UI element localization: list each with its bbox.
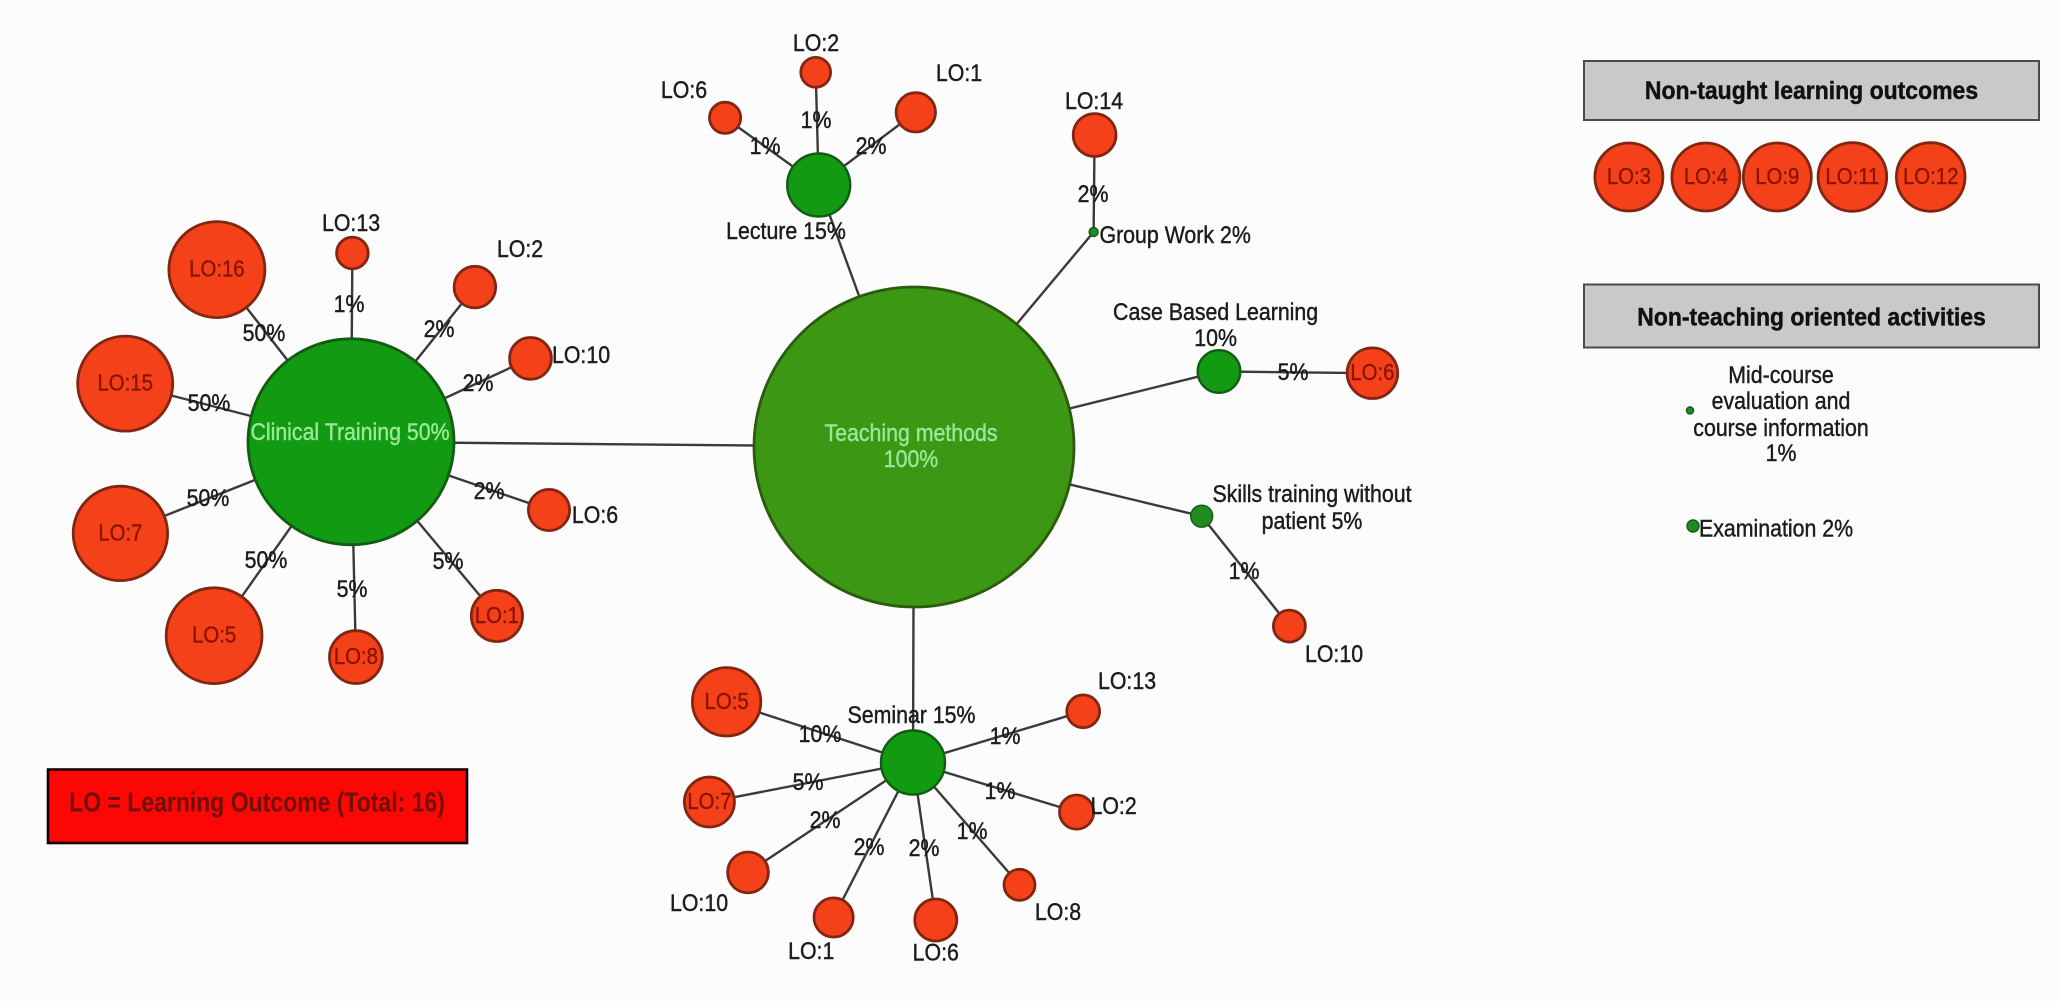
svg-text:1%: 1% bbox=[1766, 439, 1797, 467]
svg-text:50%: 50% bbox=[245, 546, 288, 574]
svg-text:Examination 2%: Examination 2% bbox=[1699, 514, 1853, 542]
svg-text:LO:10: LO:10 bbox=[552, 341, 610, 369]
svg-text:Non-taught learning outcomes: Non-taught learning outcomes bbox=[1645, 77, 1978, 105]
svg-text:Seminar 15%: Seminar 15% bbox=[847, 701, 975, 729]
svg-text:1%: 1% bbox=[750, 132, 781, 160]
svg-text:LO:14: LO:14 bbox=[1065, 87, 1123, 115]
svg-text:Skills training without: Skills training without bbox=[1212, 480, 1412, 508]
svg-text:LO:15: LO:15 bbox=[97, 369, 152, 396]
svg-text:Non-teaching oriented activiti: Non-teaching oriented activities bbox=[1637, 304, 1986, 332]
svg-text:LO:5: LO:5 bbox=[705, 688, 749, 715]
svg-text:2%: 2% bbox=[856, 132, 887, 160]
svg-text:Lecture 15%: Lecture 15% bbox=[726, 217, 846, 245]
svg-text:patient 5%: patient 5% bbox=[1262, 507, 1363, 535]
svg-text:LO:13: LO:13 bbox=[1098, 667, 1156, 695]
svg-text:LO:5: LO:5 bbox=[192, 621, 236, 648]
svg-text:LO:1: LO:1 bbox=[936, 59, 982, 87]
svg-text:2%: 2% bbox=[854, 833, 885, 861]
svg-text:2%: 2% bbox=[463, 369, 494, 397]
svg-text:5%: 5% bbox=[793, 768, 824, 796]
svg-text:Teaching methods: Teaching methods bbox=[824, 419, 997, 447]
svg-text:LO:10: LO:10 bbox=[1305, 640, 1363, 668]
svg-text:LO:6: LO:6 bbox=[572, 501, 618, 529]
svg-text:LO:9: LO:9 bbox=[1755, 163, 1799, 190]
svg-text:LO:6: LO:6 bbox=[913, 938, 959, 966]
svg-text:course information: course information bbox=[1693, 414, 1868, 442]
svg-text:Group Work 2%: Group Work 2% bbox=[1100, 221, 1251, 249]
svg-text:LO:1: LO:1 bbox=[788, 937, 834, 965]
svg-text:evaluation and: evaluation and bbox=[1712, 387, 1851, 415]
svg-text:2%: 2% bbox=[424, 315, 455, 343]
svg-text:2%: 2% bbox=[1078, 180, 1109, 208]
svg-text:10%: 10% bbox=[799, 720, 842, 748]
svg-text:1%: 1% bbox=[985, 777, 1016, 805]
svg-text:LO:13: LO:13 bbox=[322, 209, 380, 237]
svg-text:LO:8: LO:8 bbox=[334, 643, 378, 670]
svg-text:1%: 1% bbox=[1229, 557, 1260, 585]
svg-text:LO:6: LO:6 bbox=[1350, 359, 1394, 386]
svg-text:Mid-course: Mid-course bbox=[1728, 361, 1833, 389]
svg-text:50%: 50% bbox=[243, 319, 286, 347]
svg-text:100%: 100% bbox=[884, 445, 939, 473]
svg-text:LO:7: LO:7 bbox=[687, 788, 731, 815]
svg-text:LO:4: LO:4 bbox=[1684, 163, 1728, 190]
svg-text:LO:2: LO:2 bbox=[793, 29, 839, 57]
svg-text:LO:11: LO:11 bbox=[1825, 163, 1879, 190]
svg-text:Case Based Learning: Case Based Learning bbox=[1113, 298, 1318, 326]
svg-text:1%: 1% bbox=[801, 106, 832, 134]
svg-text:1%: 1% bbox=[334, 290, 365, 318]
svg-text:LO:8: LO:8 bbox=[1035, 898, 1081, 926]
svg-text:10%: 10% bbox=[1194, 324, 1237, 352]
svg-text:LO:1: LO:1 bbox=[475, 602, 519, 629]
svg-text:5%: 5% bbox=[433, 547, 464, 575]
svg-text:1%: 1% bbox=[957, 817, 988, 845]
svg-text:LO:2: LO:2 bbox=[497, 235, 543, 263]
svg-text:2%: 2% bbox=[909, 834, 940, 862]
svg-text:LO:3: LO:3 bbox=[1607, 163, 1651, 190]
svg-text:50%: 50% bbox=[187, 484, 230, 512]
svg-text:2%: 2% bbox=[810, 806, 841, 834]
svg-text:5%: 5% bbox=[337, 575, 368, 603]
svg-text:1%: 1% bbox=[990, 722, 1021, 750]
svg-text:2%: 2% bbox=[474, 477, 505, 505]
svg-text:LO:2: LO:2 bbox=[1090, 792, 1136, 820]
svg-text:LO:16: LO:16 bbox=[189, 255, 244, 282]
svg-text:LO:6: LO:6 bbox=[661, 76, 707, 104]
svg-text:5%: 5% bbox=[1278, 358, 1309, 386]
svg-text:LO = Learning Outcome (Total:: LO = Learning Outcome (Total: 16) bbox=[69, 787, 445, 818]
svg-text:LO:7: LO:7 bbox=[98, 519, 142, 546]
svg-text:LO:12: LO:12 bbox=[1903, 163, 1958, 190]
svg-text:Clinical Training 50%: Clinical Training 50% bbox=[250, 418, 449, 446]
svg-text:LO:10: LO:10 bbox=[670, 889, 728, 917]
svg-text:50%: 50% bbox=[188, 389, 231, 417]
